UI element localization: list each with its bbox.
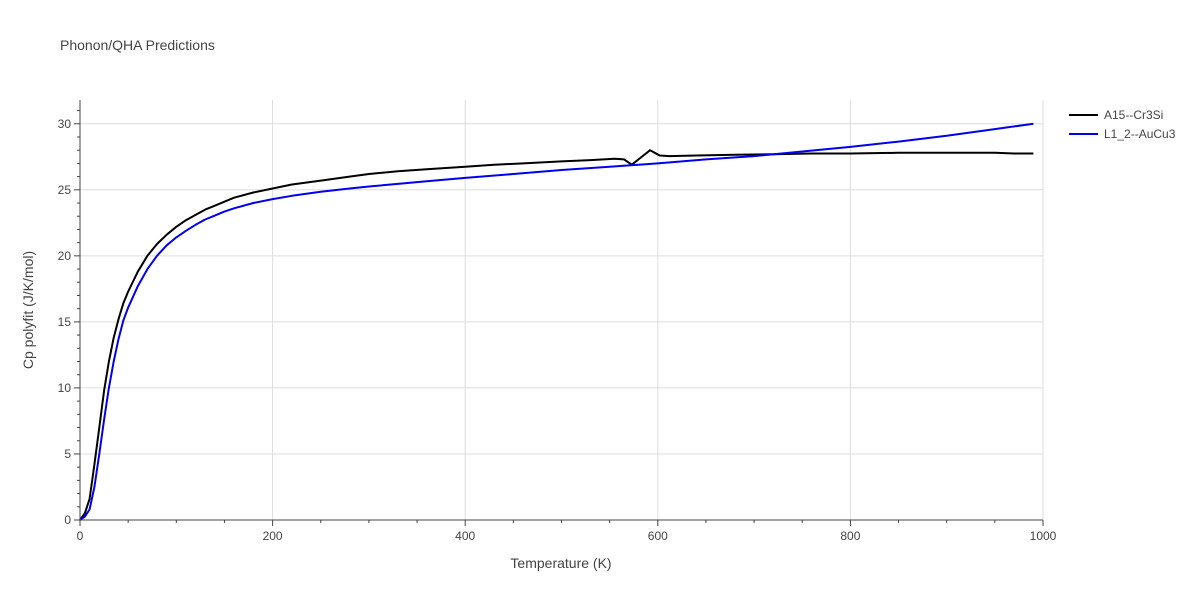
x-tick-label: 400 <box>455 529 475 543</box>
chart-title: Phonon/QHA Predictions <box>60 37 215 53</box>
legend-item-0[interactable]: A15--Cr3Si <box>1069 108 1163 122</box>
x-tick-label: 600 <box>648 529 668 543</box>
x-tick-label: 1000 <box>1030 529 1057 543</box>
y-tick-label: 5 <box>64 447 71 461</box>
series-line-1 <box>79 122 1034 521</box>
x-axis-label: Temperature (K) <box>510 555 611 571</box>
x-tick-label: 200 <box>263 529 283 543</box>
legend-label: A15--Cr3Si <box>1104 108 1163 122</box>
legend-label: L1_2--AuCu3 <box>1104 127 1176 141</box>
legend-item-1[interactable]: L1_2--AuCu3 <box>1069 127 1176 141</box>
grid-layer <box>80 100 1044 520</box>
y-tick-label: 30 <box>58 117 72 131</box>
y-tick-label: 15 <box>58 315 72 329</box>
legend[interactable]: A15--Cr3Si L1_2--AuCu3 <box>1069 108 1176 141</box>
y-tick-label: 20 <box>58 249 72 263</box>
series-layer <box>79 122 1034 521</box>
y-tick-label: 0 <box>64 513 71 527</box>
axis-layer: 0 200 400 600 800 1000 0 5 10 15 20 25 30 <box>58 100 1057 543</box>
y-tick-label: 10 <box>58 381 72 395</box>
x-tick-label: 0 <box>77 529 84 543</box>
y-tick-label: 25 <box>58 183 72 197</box>
x-tick-label: 800 <box>840 529 860 543</box>
y-axis-label: Cp polyfit (J/K/mol) <box>20 251 36 369</box>
series-line-0 <box>79 149 1034 521</box>
